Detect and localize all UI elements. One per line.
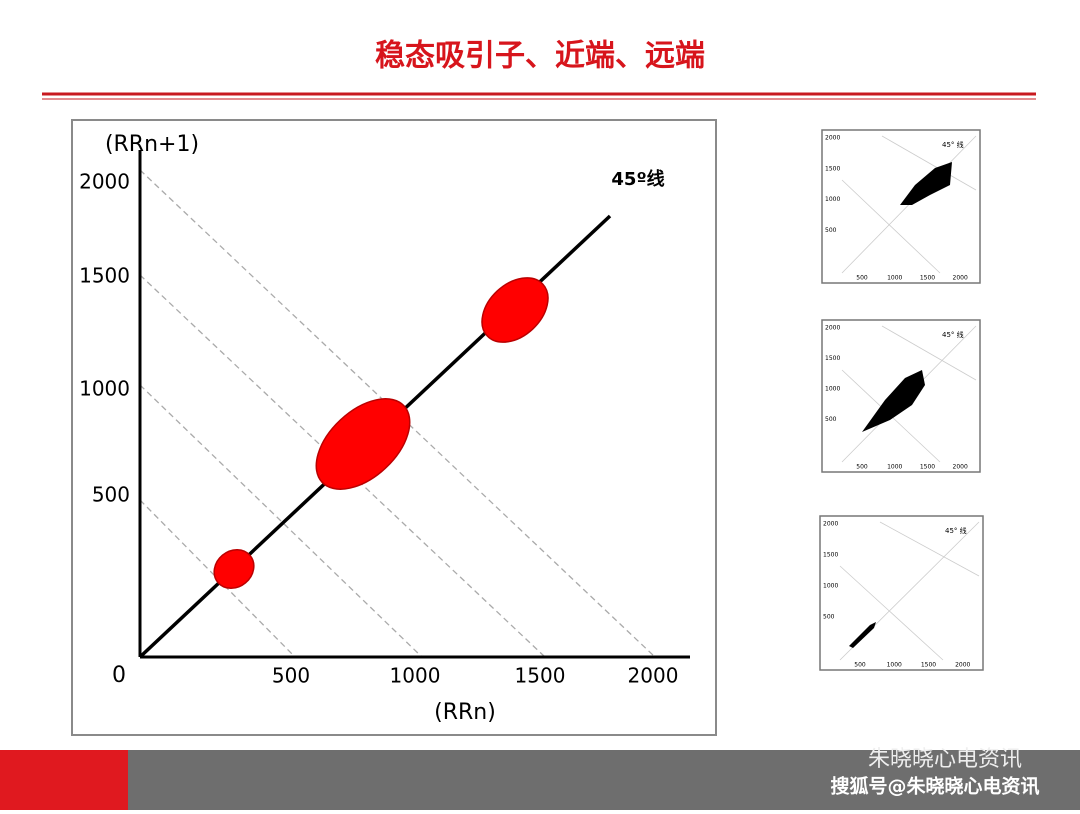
thumbnail-iso bbox=[881, 135, 977, 191]
thumbnail-y-tick: 2000 bbox=[825, 135, 840, 142]
y-tick-label: 500 bbox=[92, 483, 130, 507]
y-tick-label: 1500 bbox=[79, 264, 130, 288]
thumbnail-x-tick: 2000 bbox=[955, 662, 970, 669]
thumbnail-x-tick: 500 bbox=[854, 662, 866, 669]
thumbnail-frame bbox=[821, 129, 981, 284]
thumbnail-y-tick: 500 bbox=[825, 416, 837, 423]
thumbnail-x-tick: 1500 bbox=[920, 464, 935, 471]
x-tick-label: 1500 bbox=[515, 664, 566, 688]
thumbnail-y-tick: 1000 bbox=[823, 583, 838, 590]
thumbnail-x-tick: 2000 bbox=[953, 464, 968, 471]
line-label: 45º线 bbox=[611, 168, 664, 190]
y-axis-label: (RRn+1) bbox=[105, 132, 199, 157]
thumbnail-frame bbox=[819, 515, 984, 671]
thumbnail-x-tick: 1500 bbox=[921, 662, 936, 669]
thumbnail-x-tick: 500 bbox=[856, 275, 868, 282]
thumbnail-iso bbox=[879, 521, 980, 577]
origin-label: 0 bbox=[112, 663, 126, 688]
watermark: 搜狐号@朱晓晓心电资讯 bbox=[830, 775, 1039, 798]
title: 稳态吸引子、近端、远端 bbox=[375, 39, 705, 74]
thumbnail-line-label: 45° 线 bbox=[942, 140, 964, 149]
thumbnail-y-tick: 1500 bbox=[823, 552, 838, 559]
thumbnail-x-tick: 1000 bbox=[887, 662, 902, 669]
thumbnail-x-tick: 1000 bbox=[887, 464, 902, 471]
thumbnail-y-tick: 2000 bbox=[825, 325, 840, 332]
thumbnail-line-label: 45° 线 bbox=[945, 526, 967, 535]
footer-accent bbox=[0, 750, 128, 810]
thumbnail-y-tick: 500 bbox=[823, 614, 835, 621]
thumbnail-y-tick: 500 bbox=[825, 227, 837, 234]
thumbnail-cloud bbox=[849, 622, 876, 648]
x-tick-label: 1000 bbox=[390, 664, 441, 688]
x-tick-label: 500 bbox=[272, 664, 310, 688]
y-tick-label: 1000 bbox=[79, 377, 130, 401]
thumbnail-y-tick: 1000 bbox=[825, 386, 840, 393]
thumbnail-iso bbox=[839, 565, 944, 661]
footer-bar bbox=[0, 750, 1080, 810]
thumbnail-x-tick: 1500 bbox=[920, 275, 935, 282]
thumbnail-y-tick: 2000 bbox=[823, 521, 838, 528]
thumbnail-cloud bbox=[862, 370, 925, 432]
thumbnail-y-tick: 1500 bbox=[825, 355, 840, 362]
thumbnail-cloud bbox=[900, 162, 952, 205]
account: 朱晓晓心电资讯 bbox=[868, 747, 1022, 772]
x-axis-label: (RRn) bbox=[434, 700, 496, 725]
thumbnail-x-tick: 500 bbox=[856, 464, 868, 471]
attractors bbox=[213, 277, 549, 590]
thumbnail-y-tick: 1500 bbox=[825, 165, 840, 172]
thumbnail-x-tick: 2000 bbox=[953, 275, 968, 282]
thumbnail-y-tick: 1000 bbox=[825, 196, 840, 203]
thumbnail-iso bbox=[881, 325, 977, 381]
x-tick-label: 2000 bbox=[628, 664, 679, 688]
thumbnail-iso bbox=[841, 179, 941, 274]
thumbnail-line-label: 45° 线 bbox=[942, 330, 964, 339]
y-tick-label: 2000 bbox=[79, 170, 130, 194]
thumbnail-x-tick: 1000 bbox=[887, 275, 902, 282]
